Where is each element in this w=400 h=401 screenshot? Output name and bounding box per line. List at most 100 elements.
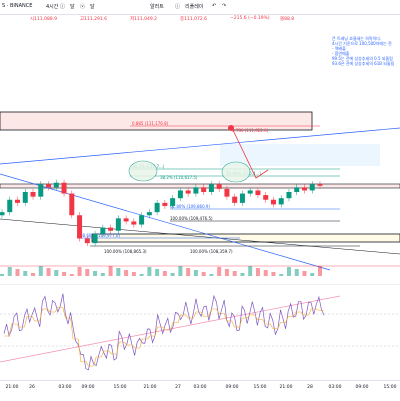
top-toolbar: S · BINANCE 4시간 ⓘ 달 ⓥ 달 알러트 ⓘ 리플레이 ↶ ↷	[0, 0, 400, 15]
replay-button[interactable]: 리플레이	[185, 4, 204, 10]
low-value: 저111,049.2	[130, 17, 158, 22]
candle	[108, 227, 114, 231]
symbol-label[interactable]: S · BINANCE	[2, 3, 33, 9]
volume-bar	[93, 271, 98, 276]
time-axis[interactable]: 21:00 26 03:00 09:00 15:00 21:00 27 03:0…	[0, 380, 400, 401]
volume-bar	[286, 267, 291, 276]
candle	[208, 184, 214, 192]
volume-bar	[77, 267, 82, 276]
time-tick: 26	[29, 385, 35, 390]
fib-label: 100.00% (108,865.3)	[104, 249, 147, 254]
volume-bar	[271, 272, 276, 276]
volume-bar	[162, 271, 167, 276]
candle	[224, 188, 230, 197]
open-value: 시111,088.9	[30, 17, 58, 22]
highlight-ellipse[interactable]	[128, 160, 158, 182]
fib-label: 38.2% (110,617.5)	[160, 175, 198, 180]
volume-bar	[108, 266, 113, 276]
time-tick: 09:00	[81, 385, 95, 390]
volume-bar	[124, 270, 129, 276]
fib-label: 100.00% (109,476.5)	[170, 216, 213, 221]
info-icon[interactable]: ⓘ	[175, 4, 181, 10]
time-tick: 09:00	[225, 385, 239, 390]
volume-bar	[46, 268, 51, 276]
time-tick: 03:00	[328, 385, 342, 390]
candle	[69, 193, 75, 216]
candle	[317, 184, 323, 186]
time-tick: 15:00	[253, 385, 267, 390]
volume-bar	[116, 268, 121, 276]
time-tick: 21:00	[279, 385, 293, 390]
redo-icon[interactable]: ↷	[222, 3, 227, 9]
candle	[239, 193, 245, 203]
volume-bar	[318, 266, 322, 276]
candle	[270, 199, 276, 205]
candle	[162, 202, 168, 206]
candle	[216, 184, 222, 189]
candle	[0, 212, 5, 216]
volume-bar	[240, 273, 245, 276]
price-chart[interactable]: 0.885 (111,176.8) 38.2% (110,7...) 50.00…	[0, 24, 400, 282]
candle	[232, 196, 238, 203]
volume-bar	[178, 266, 183, 276]
highlight-ellipse[interactable]	[221, 161, 251, 183]
volume-bar	[201, 272, 206, 276]
candle	[38, 184, 44, 197]
time-tick: 15:00	[113, 385, 127, 390]
candle	[100, 227, 106, 234]
candle	[84, 238, 90, 244]
candle	[77, 215, 83, 239]
volume-bar	[38, 266, 43, 276]
undo-icon[interactable]: ↶	[212, 3, 217, 9]
candle	[61, 182, 67, 194]
diagonal-line[interactable]	[0, 218, 400, 255]
volume-bar	[155, 269, 160, 276]
timeframe-button[interactable]: 4시간	[46, 4, 59, 10]
time-tick: 21:00	[5, 385, 19, 390]
volume-bar	[310, 273, 315, 276]
volume-bar	[85, 269, 90, 276]
volume-bar	[255, 268, 260, 276]
time-tick: 27	[175, 385, 181, 390]
candle	[193, 187, 199, 194]
candle	[170, 198, 176, 206]
fib-label: 0.786 (111,022.6)	[232, 128, 269, 133]
lower-trendline[interactable]	[0, 173, 331, 271]
volume-bar	[294, 269, 299, 276]
volume-bar	[15, 269, 20, 276]
candle	[146, 212, 152, 216]
candle	[201, 187, 207, 192]
candle	[255, 190, 261, 196]
note-line: 99.5는 전에 상승추세의 0.5 되돌림	[332, 56, 393, 61]
resistance-zone[interactable]	[0, 111, 313, 131]
projection-arrow[interactable]	[231, 127, 269, 179]
volume-bar	[224, 269, 229, 276]
note-line: - 합연매출	[332, 51, 350, 56]
support-zone[interactable]	[0, 183, 400, 189]
volume-bar	[209, 274, 214, 276]
candle	[53, 182, 59, 188]
volume-bar	[0, 274, 4, 276]
volume-value: 볼88.8	[280, 17, 295, 22]
note-line: 큰 트레닝 흐름세는 하락이다.	[332, 36, 382, 41]
blue-range-box[interactable]	[220, 144, 380, 166]
toolbar-item[interactable]: 달	[70, 4, 75, 10]
high-value: 고111,291.6	[80, 17, 108, 22]
rsi-pane[interactable]	[0, 284, 400, 380]
fib-label: 88.60% (109,977.0)	[80, 233, 120, 238]
candle	[123, 218, 129, 222]
volume-bar	[7, 267, 12, 276]
toolbar-item[interactable]: 달	[90, 4, 95, 10]
fib-label: 0.885 (111,176.8)	[132, 121, 169, 126]
volume-bar	[31, 273, 36, 276]
upper-trendline[interactable]	[0, 127, 400, 165]
alert-button[interactable]: 알러트	[150, 4, 164, 10]
volume-bar	[217, 267, 222, 276]
volume-bar	[248, 266, 253, 276]
candle	[139, 215, 145, 225]
candle	[294, 187, 300, 192]
volume-bar	[62, 272, 67, 276]
indicator-icon[interactable]: ⓘ	[60, 4, 66, 10]
toolbar-item[interactable]: ⓥ	[80, 4, 86, 10]
candle	[22, 192, 28, 203]
